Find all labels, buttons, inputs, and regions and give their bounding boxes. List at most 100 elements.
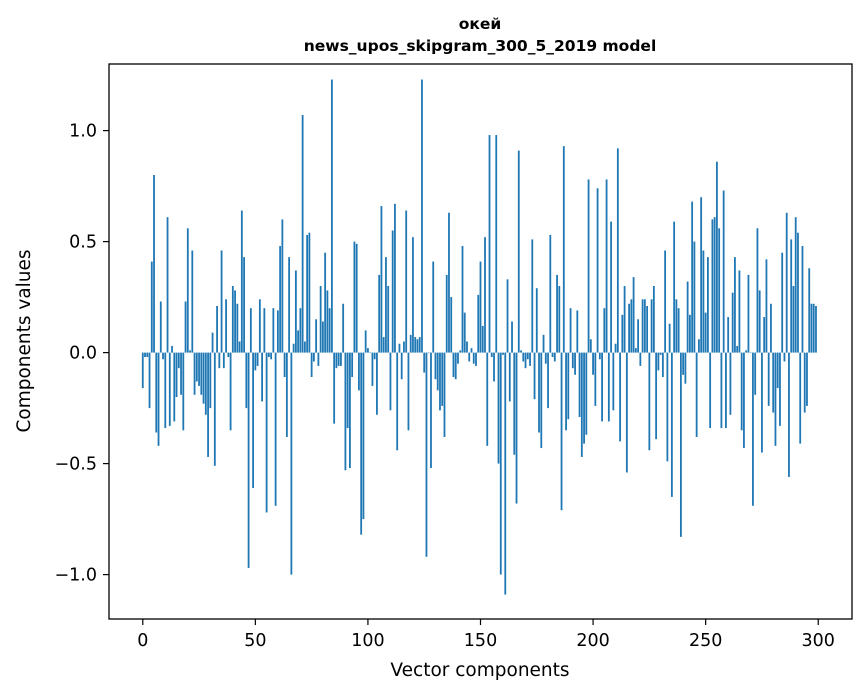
bar xyxy=(517,150,520,353)
bar xyxy=(592,352,594,375)
bar xyxy=(182,352,185,431)
bar xyxy=(400,352,403,380)
bar xyxy=(265,352,268,513)
bar xyxy=(652,286,655,353)
bar xyxy=(353,241,356,353)
bar xyxy=(288,257,291,353)
bar xyxy=(522,352,525,362)
bar xyxy=(189,350,191,353)
bar xyxy=(477,294,480,353)
bar xyxy=(632,277,635,353)
bar xyxy=(587,179,590,353)
bar xyxy=(414,337,417,353)
bar xyxy=(562,146,565,353)
bar xyxy=(294,270,297,353)
bar xyxy=(454,352,457,380)
bar xyxy=(605,179,608,353)
bar xyxy=(236,303,239,353)
bar xyxy=(783,352,786,362)
bar xyxy=(727,317,730,353)
bar xyxy=(641,299,644,353)
bar xyxy=(549,234,552,353)
bar xyxy=(195,352,198,382)
bar xyxy=(225,299,227,353)
bar xyxy=(231,286,234,353)
bar xyxy=(340,352,342,366)
chart-subtitle: news_upos_skipgram_300_5_2019 model xyxy=(304,37,657,55)
bar xyxy=(319,286,322,353)
bar xyxy=(412,237,414,353)
bar xyxy=(551,352,554,358)
bar xyxy=(380,206,383,353)
bar xyxy=(254,352,257,371)
bar xyxy=(344,352,347,471)
bar xyxy=(385,257,387,353)
bar xyxy=(688,314,691,353)
bar xyxy=(364,330,367,353)
bar xyxy=(718,228,721,353)
bar xyxy=(166,217,169,353)
bar xyxy=(371,352,374,386)
bar xyxy=(315,319,318,353)
bar xyxy=(691,201,694,353)
bar xyxy=(752,352,754,506)
x-tick-label: 50 xyxy=(244,631,266,651)
bar xyxy=(520,350,522,353)
bar xyxy=(382,337,385,353)
bar xyxy=(657,352,660,371)
y-tick-label: 0.0 xyxy=(69,344,97,364)
x-tick-label: 250 xyxy=(689,631,722,651)
bar xyxy=(349,352,351,469)
bar xyxy=(463,312,466,353)
x-tick-label: 100 xyxy=(351,631,384,651)
bar xyxy=(526,352,529,360)
bar xyxy=(470,348,473,353)
bar xyxy=(387,286,390,353)
bar xyxy=(702,250,705,353)
bar xyxy=(614,343,617,353)
y-tick-label: 1.0 xyxy=(69,122,97,142)
bar xyxy=(655,352,658,440)
bar xyxy=(324,252,327,353)
bar xyxy=(213,352,216,466)
bar xyxy=(249,308,252,353)
bar xyxy=(794,217,797,353)
bar xyxy=(285,352,288,437)
bar xyxy=(351,352,354,378)
bar xyxy=(612,352,615,411)
bar xyxy=(716,161,718,353)
bar xyxy=(781,252,784,353)
bar xyxy=(700,197,703,353)
bar xyxy=(261,352,263,402)
bar xyxy=(459,350,462,353)
bar xyxy=(747,274,750,353)
bar xyxy=(450,297,453,353)
bar xyxy=(326,290,329,353)
bar xyxy=(299,308,302,353)
bar xyxy=(711,219,714,353)
y-tick-label: 0.5 xyxy=(69,233,97,253)
bar xyxy=(184,301,187,353)
bar xyxy=(695,352,698,437)
bar xyxy=(556,274,558,353)
bar xyxy=(461,246,464,353)
bar xyxy=(276,310,279,353)
bar xyxy=(607,352,610,422)
bar xyxy=(553,352,556,362)
bar xyxy=(191,250,194,353)
bar xyxy=(229,352,232,431)
bar xyxy=(497,352,500,464)
bar xyxy=(162,352,164,360)
bar xyxy=(240,210,243,353)
bar xyxy=(542,334,545,353)
bar xyxy=(707,257,709,353)
bar xyxy=(441,352,444,406)
bar xyxy=(227,352,230,358)
bar xyxy=(569,308,572,353)
bar xyxy=(668,323,671,353)
bar xyxy=(567,352,570,420)
bar xyxy=(646,305,649,353)
bar xyxy=(625,352,628,473)
bar xyxy=(394,203,396,353)
bar xyxy=(729,352,732,415)
